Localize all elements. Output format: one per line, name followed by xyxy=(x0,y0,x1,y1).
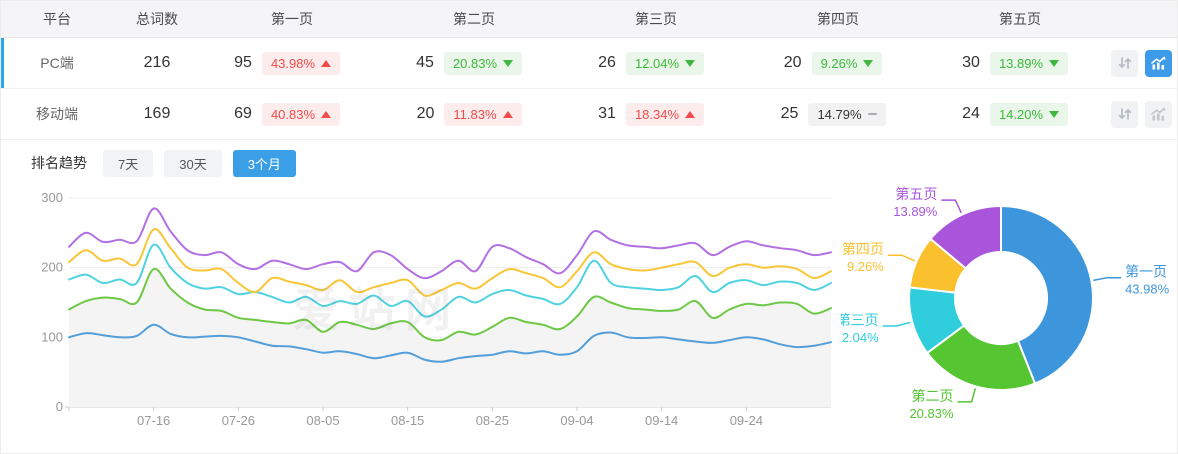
up-arrow-icon xyxy=(685,110,696,118)
down-arrow-icon xyxy=(685,59,696,67)
sort-toggle-button[interactable] xyxy=(1111,49,1138,77)
trend-chart-icon xyxy=(1151,56,1166,69)
page2-count: 20 xyxy=(416,105,435,122)
page3-cell: 26 12.04% xyxy=(547,51,729,75)
page1-cell: 95 43.98% xyxy=(183,51,365,75)
platform-label: PC端 xyxy=(40,55,74,71)
down-arrow-icon xyxy=(863,59,874,67)
page4-count: 20 xyxy=(783,54,802,71)
flat-dash-icon xyxy=(867,113,877,115)
range-tab-3m[interactable]: 3个月 xyxy=(232,149,296,177)
svg-text:08-25: 08-25 xyxy=(476,413,509,428)
trend-chart-button[interactable] xyxy=(1145,100,1172,128)
page5-cell: 30 13.89% xyxy=(911,51,1093,75)
table-header: 平台 总词数 第一页 第二页 第三页 第四页 第五页 xyxy=(1,1,1177,38)
page1-count: 95 xyxy=(234,54,252,71)
page2-cell: 20 11.83% xyxy=(365,102,547,126)
page5-trend-badge: 14.20% xyxy=(989,102,1069,126)
svg-text:第三页12.04%: 第三页12.04% xyxy=(841,312,879,345)
page5-count: 24 xyxy=(962,105,980,122)
page4-trend-badge: 9.26% xyxy=(811,51,883,75)
page4-count: 25 xyxy=(780,105,799,122)
page4-trend-badge: 14.79% xyxy=(808,102,886,126)
total-words-value: 216 xyxy=(143,54,171,71)
page3-trend-badge: 12.04% xyxy=(625,51,705,75)
range-tab-30d[interactable]: 30天 xyxy=(164,149,222,177)
svg-text:07-26: 07-26 xyxy=(222,413,255,428)
ranking-trend-line-chart: 0 100 200 300 07-16 07-26 08-05 08-15 08-25 09-04… xyxy=(41,190,832,428)
trend-chart-button[interactable] xyxy=(1145,49,1172,77)
svg-text:100: 100 xyxy=(41,329,63,344)
col-header-total: 总词数 xyxy=(136,11,178,27)
down-arrow-icon xyxy=(1049,110,1060,118)
page3-count: 26 xyxy=(598,54,616,71)
col-header-page5: 第五页 xyxy=(999,11,1041,27)
svg-text:08-05: 08-05 xyxy=(306,413,339,428)
col-header-page2: 第二页 xyxy=(453,11,495,27)
svg-text:300: 300 xyxy=(41,190,63,205)
page1-trend-badge: 43.98% xyxy=(261,51,341,75)
down-arrow-icon xyxy=(1049,59,1060,67)
charts-area: 0 100 200 300 07-16 07-26 08-05 08-15 08-25 09-04… xyxy=(1,178,1177,453)
page2-count: 45 xyxy=(416,54,434,71)
svg-text:08-15: 08-15 xyxy=(391,413,424,428)
up-arrow-icon xyxy=(321,110,332,118)
col-header-page3: 第三页 xyxy=(635,11,677,27)
page3-count: 31 xyxy=(598,105,616,122)
page4-cell: 20 9.26% xyxy=(729,51,911,75)
page2-cell: 45 20.83% xyxy=(365,51,547,75)
sort-arrows-icon xyxy=(1118,57,1131,69)
svg-text:09-14: 09-14 xyxy=(645,413,678,428)
col-header-platform: 平台 xyxy=(43,11,71,27)
up-arrow-icon xyxy=(321,59,332,67)
sort-toggle-button[interactable] xyxy=(1111,100,1138,128)
table-row-pc[interactable]: PC端 216 95 43.98% 45 20.83% 26 12.04% 20… xyxy=(1,38,1177,89)
page3-cell: 31 18.34% xyxy=(547,102,729,126)
page1-trend-badge: 40.83% xyxy=(261,102,341,126)
col-header-page1: 第一页 xyxy=(271,11,313,27)
page5-cell: 24 14.20% xyxy=(911,102,1093,126)
svg-text:09-24: 09-24 xyxy=(730,413,763,428)
page5-count: 30 xyxy=(962,54,980,71)
col-header-page4: 第四页 xyxy=(817,11,859,27)
trend-section-header: 排名趋势 7天 30天 3个月 xyxy=(1,148,1177,178)
svg-text:0: 0 xyxy=(56,399,63,414)
trend-section-title: 排名趋势 xyxy=(31,155,87,171)
up-arrow-icon xyxy=(502,110,513,118)
svg-text:09-04: 09-04 xyxy=(560,413,593,428)
down-arrow-icon xyxy=(503,59,514,67)
range-tab-7d[interactable]: 7天 xyxy=(103,149,154,177)
table-row-mobile[interactable]: 移动端 169 69 40.83% 20 11.83% 31 18.34% 25… xyxy=(1,89,1177,140)
rank-table: 平台 总词数 第一页 第二页 第三页 第四页 第五页 PC端 216 95 43… xyxy=(1,1,1177,140)
svg-text:07-16: 07-16 xyxy=(137,413,170,428)
svg-text:200: 200 xyxy=(41,260,63,275)
total-words-value: 169 xyxy=(143,105,171,122)
trend-chart-icon xyxy=(1151,107,1166,120)
page3-trend-badge: 18.34% xyxy=(625,102,705,126)
page1-cell: 69 40.83% xyxy=(183,102,365,126)
page5-trend-badge: 13.89% xyxy=(989,51,1069,75)
page2-trend-badge: 20.83% xyxy=(443,51,523,75)
page4-cell: 25 14.79% xyxy=(729,102,911,126)
page2-trend-badge: 11.83% xyxy=(444,102,522,126)
sort-arrows-icon xyxy=(1118,108,1131,120)
platform-label: 移动端 xyxy=(36,106,78,122)
page1-count: 69 xyxy=(234,105,252,122)
